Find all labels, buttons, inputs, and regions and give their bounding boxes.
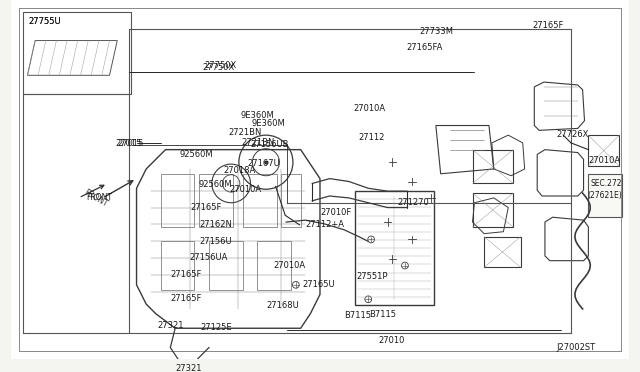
Text: 27750X: 27750X — [202, 63, 234, 72]
Text: J27002ST: J27002ST — [557, 343, 596, 352]
Text: 27010F: 27010F — [320, 208, 351, 217]
Text: 92560M: 92560M — [180, 150, 214, 158]
Text: 27755U: 27755U — [28, 17, 61, 26]
Bar — [472, 150, 513, 183]
Bar — [355, 191, 434, 305]
Text: 27010A: 27010A — [274, 261, 306, 270]
Text: 27010: 27010 — [378, 336, 404, 345]
Text: 27165F: 27165F — [170, 270, 202, 279]
Bar — [588, 174, 622, 217]
Text: 27321: 27321 — [175, 364, 202, 372]
Text: B7115: B7115 — [344, 311, 371, 320]
Text: 27015: 27015 — [115, 139, 141, 148]
Text: 27167U: 27167U — [248, 159, 280, 168]
Text: 27125E: 27125E — [200, 323, 232, 333]
Text: 27112+A: 27112+A — [305, 220, 344, 229]
Bar — [209, 241, 243, 290]
Text: 27156UA: 27156UA — [189, 253, 228, 262]
Text: 27165FA: 27165FA — [407, 44, 444, 52]
Text: 27551P: 27551P — [356, 272, 388, 281]
Text: 27165U: 27165U — [303, 280, 335, 289]
Bar — [588, 135, 620, 166]
Text: (27621E): (27621E) — [588, 191, 622, 200]
Text: 271270: 271270 — [397, 198, 429, 207]
Text: 27010A: 27010A — [354, 104, 386, 113]
Bar — [199, 174, 233, 227]
Bar — [282, 174, 301, 227]
Text: 27750X: 27750X — [204, 61, 236, 70]
Text: FRONT: FRONT — [86, 193, 113, 202]
Text: 27010A: 27010A — [229, 185, 261, 194]
Text: 9E360M: 9E360M — [241, 111, 275, 120]
Text: 27755U: 27755U — [28, 17, 61, 26]
Text: 27156UB: 27156UB — [250, 140, 289, 149]
Text: 27165F: 27165F — [191, 203, 222, 212]
Bar — [257, 241, 291, 290]
Text: 92560M: 92560M — [198, 180, 232, 189]
Text: B7115: B7115 — [369, 310, 396, 319]
Text: 27165F: 27165F — [532, 21, 564, 30]
Text: 9E360M: 9E360M — [252, 119, 285, 128]
Text: 2721BN: 2721BN — [242, 138, 275, 147]
Text: 27165F: 27165F — [170, 295, 202, 304]
Bar — [243, 174, 276, 227]
Text: 2721BN: 2721BN — [228, 128, 262, 137]
Bar — [22, 12, 131, 94]
Text: 27112: 27112 — [358, 133, 385, 142]
Text: 27726X: 27726X — [557, 130, 589, 140]
Bar — [484, 237, 521, 267]
Bar — [161, 241, 195, 290]
Text: 27162N: 27162N — [199, 220, 232, 229]
Text: SEC.272: SEC.272 — [590, 179, 622, 187]
Text: FRONT: FRONT — [83, 188, 109, 209]
Text: 27733M: 27733M — [419, 27, 453, 36]
Text: 27018A: 27018A — [223, 166, 256, 175]
Bar — [472, 193, 513, 227]
Text: 27168U: 27168U — [267, 301, 300, 310]
Text: 27321: 27321 — [158, 321, 184, 330]
Bar — [161, 174, 195, 227]
Text: 27156U: 27156U — [199, 237, 232, 246]
Text: 27015: 27015 — [117, 139, 143, 148]
Text: 27010A: 27010A — [588, 156, 621, 166]
